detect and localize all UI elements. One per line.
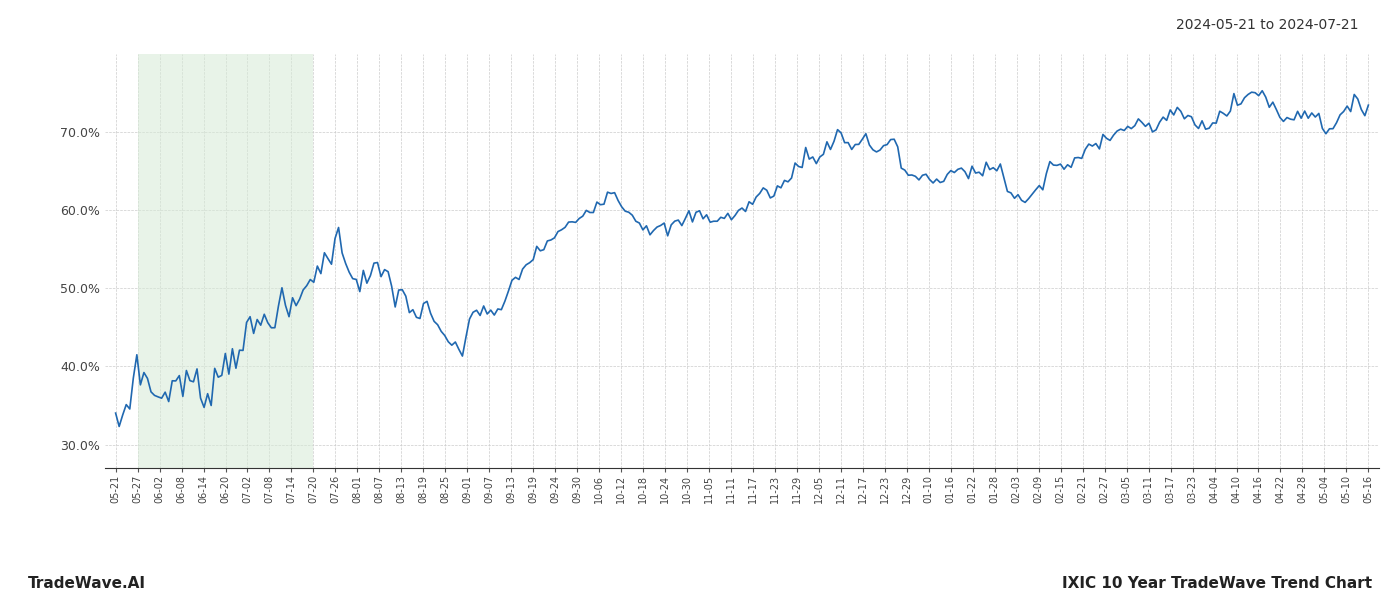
Bar [137, 54, 314, 468]
Text: IXIC 10 Year TradeWave Trend Chart: IXIC 10 Year TradeWave Trend Chart [1061, 576, 1372, 591]
Text: 2024-05-21 to 2024-07-21: 2024-05-21 to 2024-07-21 [1176, 18, 1358, 32]
Text: TradeWave.AI: TradeWave.AI [28, 576, 146, 591]
